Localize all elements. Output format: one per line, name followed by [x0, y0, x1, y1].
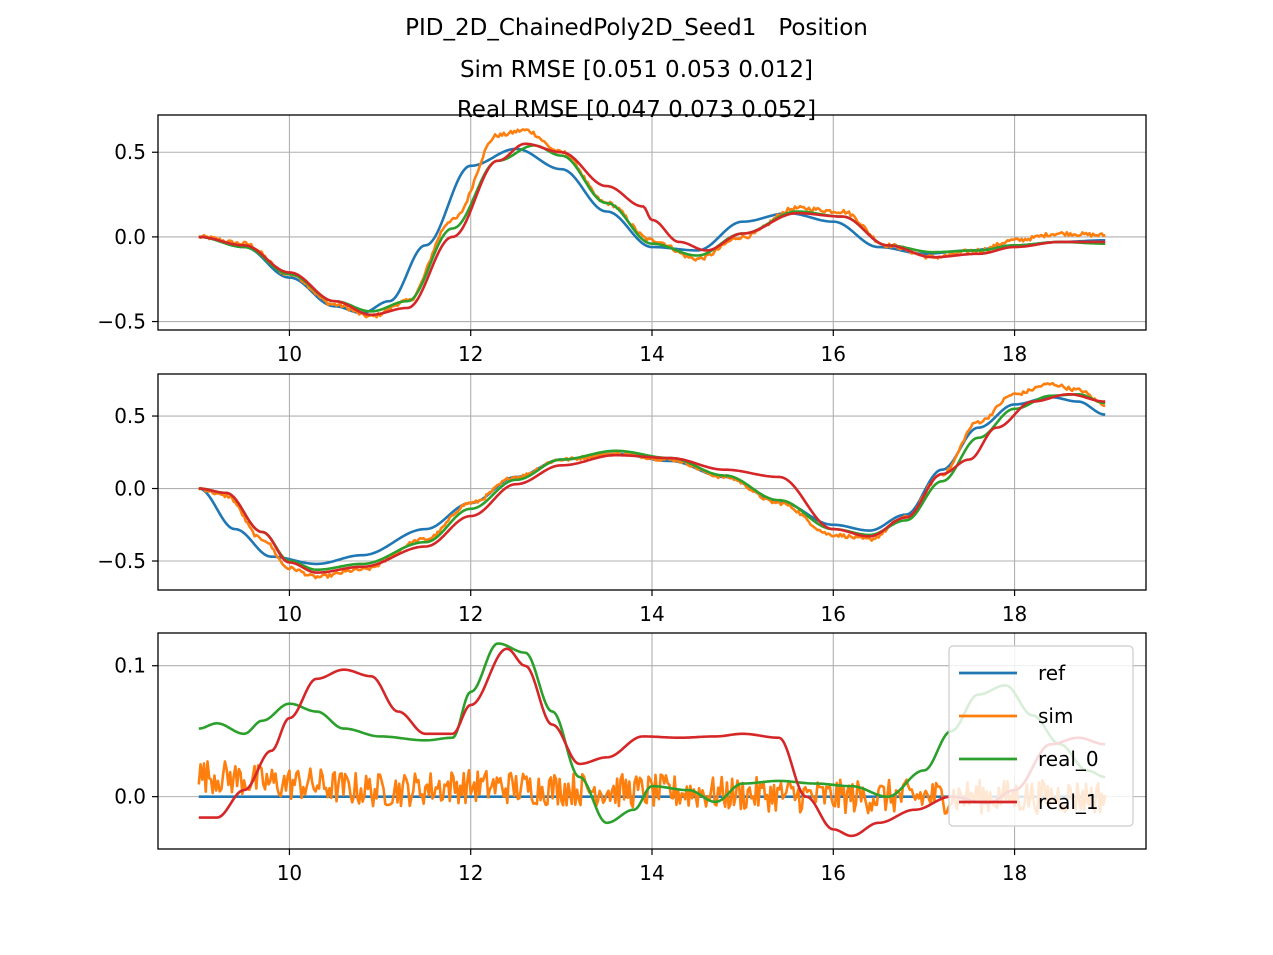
x-tick-label: 10 [277, 861, 302, 885]
y-tick-label: 0.5 [114, 404, 146, 428]
x-tick-label: 14 [639, 602, 664, 626]
x-tick-label: 14 [639, 342, 664, 366]
x-tick-label: 10 [277, 602, 302, 626]
y-tick-label: 0.1 [114, 654, 146, 678]
x-tick-label: 16 [821, 602, 846, 626]
x-tick-label: 16 [821, 861, 846, 885]
legend-box [948, 645, 1134, 827]
series-line-real_1 [198, 393, 1106, 574]
y-tick-label: 0.0 [114, 225, 146, 249]
legend-label-ref: ref [1038, 661, 1066, 685]
x-tick-label: 12 [458, 602, 483, 626]
subplot-3: 10 12 14 16 18 0.0 0.1 ref sim real_0 real_1 [114, 632, 1147, 885]
legend-label-real_1: real_1 [1038, 790, 1099, 814]
legend-label-real_0: real_0 [1038, 747, 1099, 771]
subplot-2: 10 12 14 16 18 −0.5 0.0 0.5 [97, 373, 1147, 626]
y-tick-label: −0.5 [97, 310, 146, 334]
grid [158, 374, 1146, 590]
series-line-real_1 [198, 142, 1106, 317]
x-tick-label: 14 [639, 861, 664, 885]
y-tick-label: 0.5 [114, 140, 146, 164]
subplot-1: 10 12 14 16 18 −0.5 0.0 0.5 [97, 114, 1147, 366]
y-tick-label: 0.0 [114, 477, 146, 501]
y-tick-label: −0.5 [97, 549, 146, 573]
series-line-sim [197, 381, 1106, 580]
title-line-1: PID_2D_ChainedPoly2D_Seed1 Position [405, 15, 868, 41]
x-tick-label: 10 [277, 342, 302, 366]
title-line-3: Real RMSE [0.047 0.073 0.052] [456, 97, 817, 123]
series-lines [197, 128, 1106, 319]
x-tick-label: 12 [458, 342, 483, 366]
y-tick-label: 0.0 [114, 785, 146, 809]
x-tick-label: 18 [1002, 602, 1027, 626]
x-tick-label: 12 [458, 861, 483, 885]
x-tick-label: 18 [1002, 342, 1027, 366]
legend: ref sim real_0 real_1 [948, 645, 1134, 827]
legend-label-sim: sim [1038, 704, 1073, 728]
grid [158, 115, 1146, 330]
title-line-2: Sim RMSE [0.051 0.053 0.012] [459, 57, 814, 83]
series-line-sim [197, 128, 1106, 319]
series-lines [197, 381, 1106, 580]
x-tick-label: 16 [821, 342, 846, 366]
x-tick-label: 18 [1002, 861, 1027, 885]
